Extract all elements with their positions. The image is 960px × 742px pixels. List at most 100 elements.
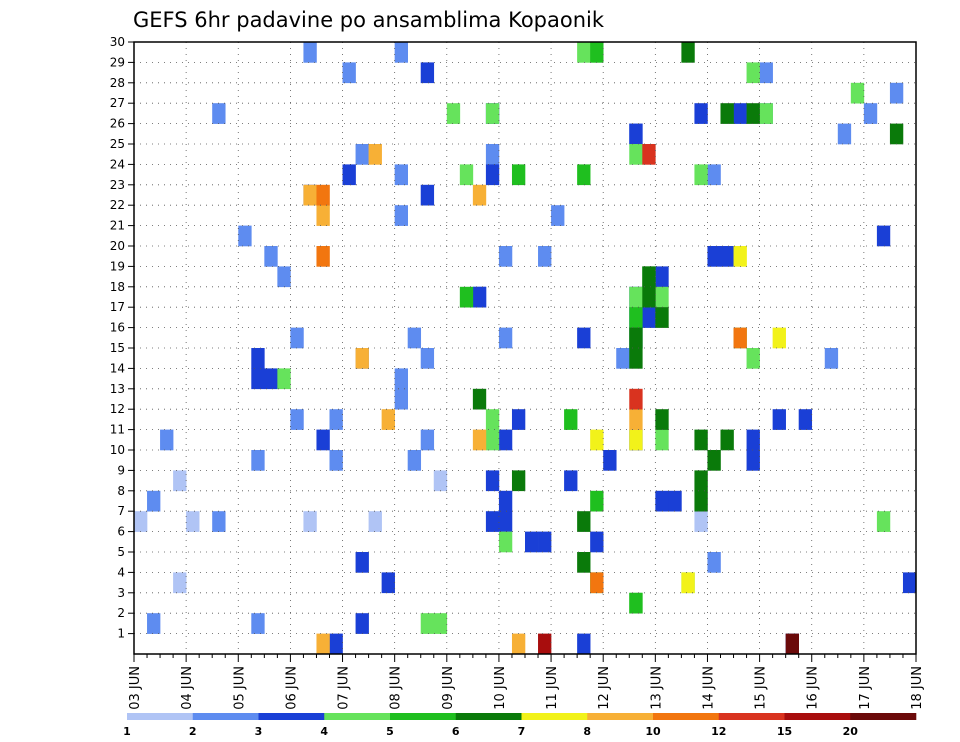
colorbar-swatch [455,713,522,720]
heatmap-cell [173,470,187,492]
heatmap-cell [485,429,500,451]
heatmap-cell [655,286,669,308]
x-tick-label: 09 JUN [441,666,456,710]
heatmap-cell [694,490,708,512]
heatmap-cell [538,246,552,267]
chart-title: GEFS 6hr padavine po ansamblima Kopaonik [133,8,605,32]
x-tick-label: 04 JUN [180,666,195,710]
colorbar-label: 6 [452,725,460,738]
heatmap-cell [394,388,408,410]
heatmap-cell [277,368,291,390]
y-tick-label: 18 [110,280,125,294]
y-tick-label: 30 [110,35,125,49]
heatmap-cell [251,613,265,634]
heatmap-cell [472,286,487,308]
heatmap-cell [472,429,487,451]
heatmap-cell [329,409,343,430]
heatmap-cell [772,409,786,430]
x-tick-label: 06 JUN [284,666,299,710]
colorbar-swatch [258,713,325,720]
y-tick-label: 26 [110,117,125,131]
heatmap-cell [720,429,734,451]
heatmap-cell [316,184,330,206]
heatmap-cell [316,205,330,226]
y-tick-label: 29 [110,55,125,69]
colorbar-label: 1 [123,725,131,738]
heatmap-cell [655,429,669,451]
x-tick-label: 18 JUN [910,666,925,710]
heatmap-cell [889,123,904,145]
heatmap-cell [498,531,513,553]
heatmap-cell [186,511,200,532]
heatmap-cell [459,164,474,186]
y-tick-label: 8 [117,484,125,498]
heatmap-cell [577,511,591,532]
heatmap-cell [668,490,682,512]
heatmap-cell [629,307,643,328]
heatmap-cell [629,286,643,308]
heatmap-cell [590,572,604,594]
heatmap-cell [707,246,721,267]
heatmap-cell [694,164,708,186]
heatmap-cell [694,103,708,124]
heatmap-cell [590,42,604,63]
y-tick-label: 10 [110,443,125,457]
y-tick-label: 16 [110,321,125,335]
y-tick-label: 28 [110,76,125,90]
y-tick-label: 23 [110,178,125,192]
heatmap-cell [407,327,422,349]
heatmap-cell [251,450,265,471]
heatmap-cell [876,511,891,532]
heatmap-cell [564,409,578,430]
colorbar-swatch [127,713,194,720]
heatmap-cell [642,307,656,328]
heatmap-cell [759,62,773,84]
y-tick-label: 15 [110,341,125,355]
heatmap-cell [889,82,904,104]
y-tick-label: 25 [110,137,125,151]
y-tick-label: 20 [110,239,125,253]
y-tick-label: 4 [117,565,125,579]
heatmap-cell [394,205,408,226]
heatmap-cell [498,327,513,349]
heatmap-cell [511,409,526,430]
x-tick-label: 03 JUN [128,666,143,710]
y-tick-label: 19 [110,259,125,273]
heatmap-cell [420,348,435,369]
heatmap-cell [394,368,408,390]
heatmap-cell [902,572,917,594]
heatmap-cell [616,348,630,369]
heatmap-cell [733,246,747,267]
heatmap-cells [134,42,917,655]
heatmap-cell [472,388,487,410]
heatmap-cell [525,531,539,553]
heatmap-cell [212,511,226,532]
heatmap-cell [355,348,369,369]
heatmap-cell [629,123,643,145]
heatmap-cell [355,144,369,165]
heatmap-cell [264,368,278,390]
heatmap-cell [577,327,591,349]
heatmap-cell [420,62,435,84]
colorbar-swatch [850,713,917,720]
heatmap-cell [485,409,500,430]
heatmap-cell [459,286,474,308]
heatmap-cell [577,552,591,573]
y-tick-label: 21 [110,219,125,233]
heatmap-cell [433,470,448,492]
heatmap-cell [316,429,330,451]
heatmap-cell [629,348,643,369]
heatmap-cell [160,429,174,451]
colorbar-swatch [324,713,391,720]
heatmap-cell [485,511,500,532]
heatmap-cell [316,633,330,655]
heatmap-cell [420,429,435,451]
heatmap-cell [629,388,643,410]
heatmap-cell [407,450,422,471]
heatmap-cell [498,429,513,451]
heatmap-cell [772,327,786,349]
heatmap-cell [147,490,161,512]
y-tick-label: 17 [110,300,125,314]
heatmap-cell [694,470,708,492]
